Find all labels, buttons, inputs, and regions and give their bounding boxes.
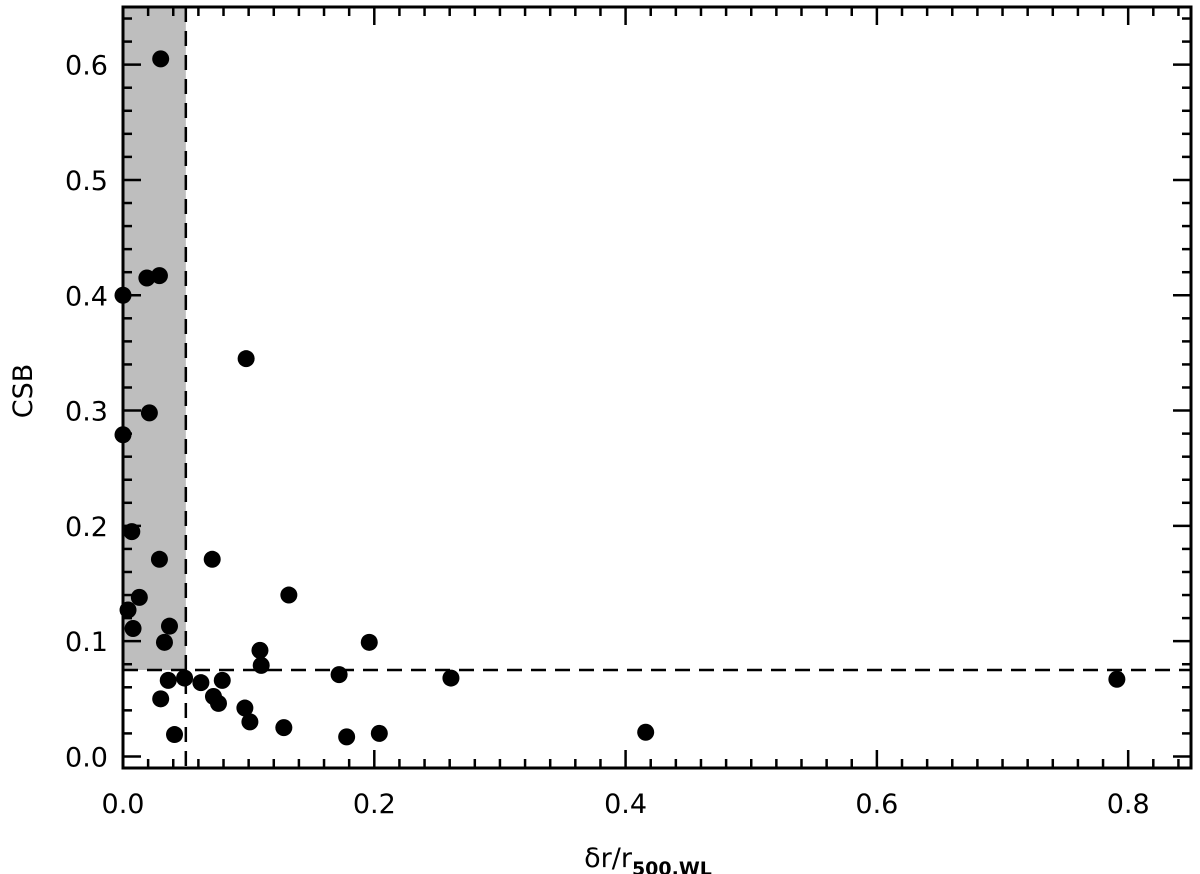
data-point — [213, 671, 231, 689]
data-point — [124, 619, 142, 637]
data-point — [150, 550, 168, 568]
y-tick-label: 0.3 — [65, 397, 108, 428]
data-point — [338, 728, 356, 746]
x-tick-label: 0.8 — [1107, 789, 1150, 820]
data-point — [176, 669, 194, 687]
y-tick-label: 0.6 — [65, 51, 108, 82]
shaded-region — [123, 7, 186, 670]
x-tick-label: 0.6 — [855, 789, 898, 820]
plot-frame — [121, 5, 1193, 770]
data-point — [203, 550, 221, 568]
data-point — [160, 617, 178, 635]
data-point — [237, 350, 255, 368]
y-tick-label: 0.5 — [65, 166, 108, 197]
y-tick-label: 0.1 — [65, 627, 108, 658]
data-point — [140, 404, 158, 422]
data-point — [241, 713, 259, 731]
data-point — [1108, 670, 1126, 688]
data-point — [236, 699, 254, 717]
data-point — [330, 666, 348, 684]
x-tick-label: 0.2 — [353, 789, 396, 820]
x-tick-label: 0.0 — [102, 789, 145, 820]
data-point — [275, 719, 293, 737]
data-point — [370, 724, 388, 742]
data-point — [155, 633, 173, 651]
data-point — [252, 656, 270, 674]
data-point — [280, 586, 298, 604]
data-point — [152, 50, 170, 68]
data-point — [159, 671, 177, 689]
data-point — [138, 269, 156, 287]
data-point — [150, 267, 168, 285]
data-point — [360, 633, 378, 651]
data-point — [251, 641, 269, 659]
y-tick-label: 0.0 — [65, 742, 108, 773]
y-tick-label: 0.2 — [65, 512, 108, 543]
y-tick-label: 0.4 — [65, 281, 108, 312]
x-axis-title: δr/r500,WL — [584, 843, 712, 874]
y-axis-title: CSB — [8, 364, 39, 419]
data-point — [123, 523, 141, 541]
data-point — [637, 723, 655, 741]
x-tick-label: 0.4 — [604, 789, 647, 820]
data-point — [442, 669, 460, 687]
data-point — [166, 726, 184, 744]
data-point — [130, 588, 148, 606]
data-point — [152, 690, 170, 708]
data-point — [209, 694, 227, 712]
data-point — [192, 674, 210, 692]
